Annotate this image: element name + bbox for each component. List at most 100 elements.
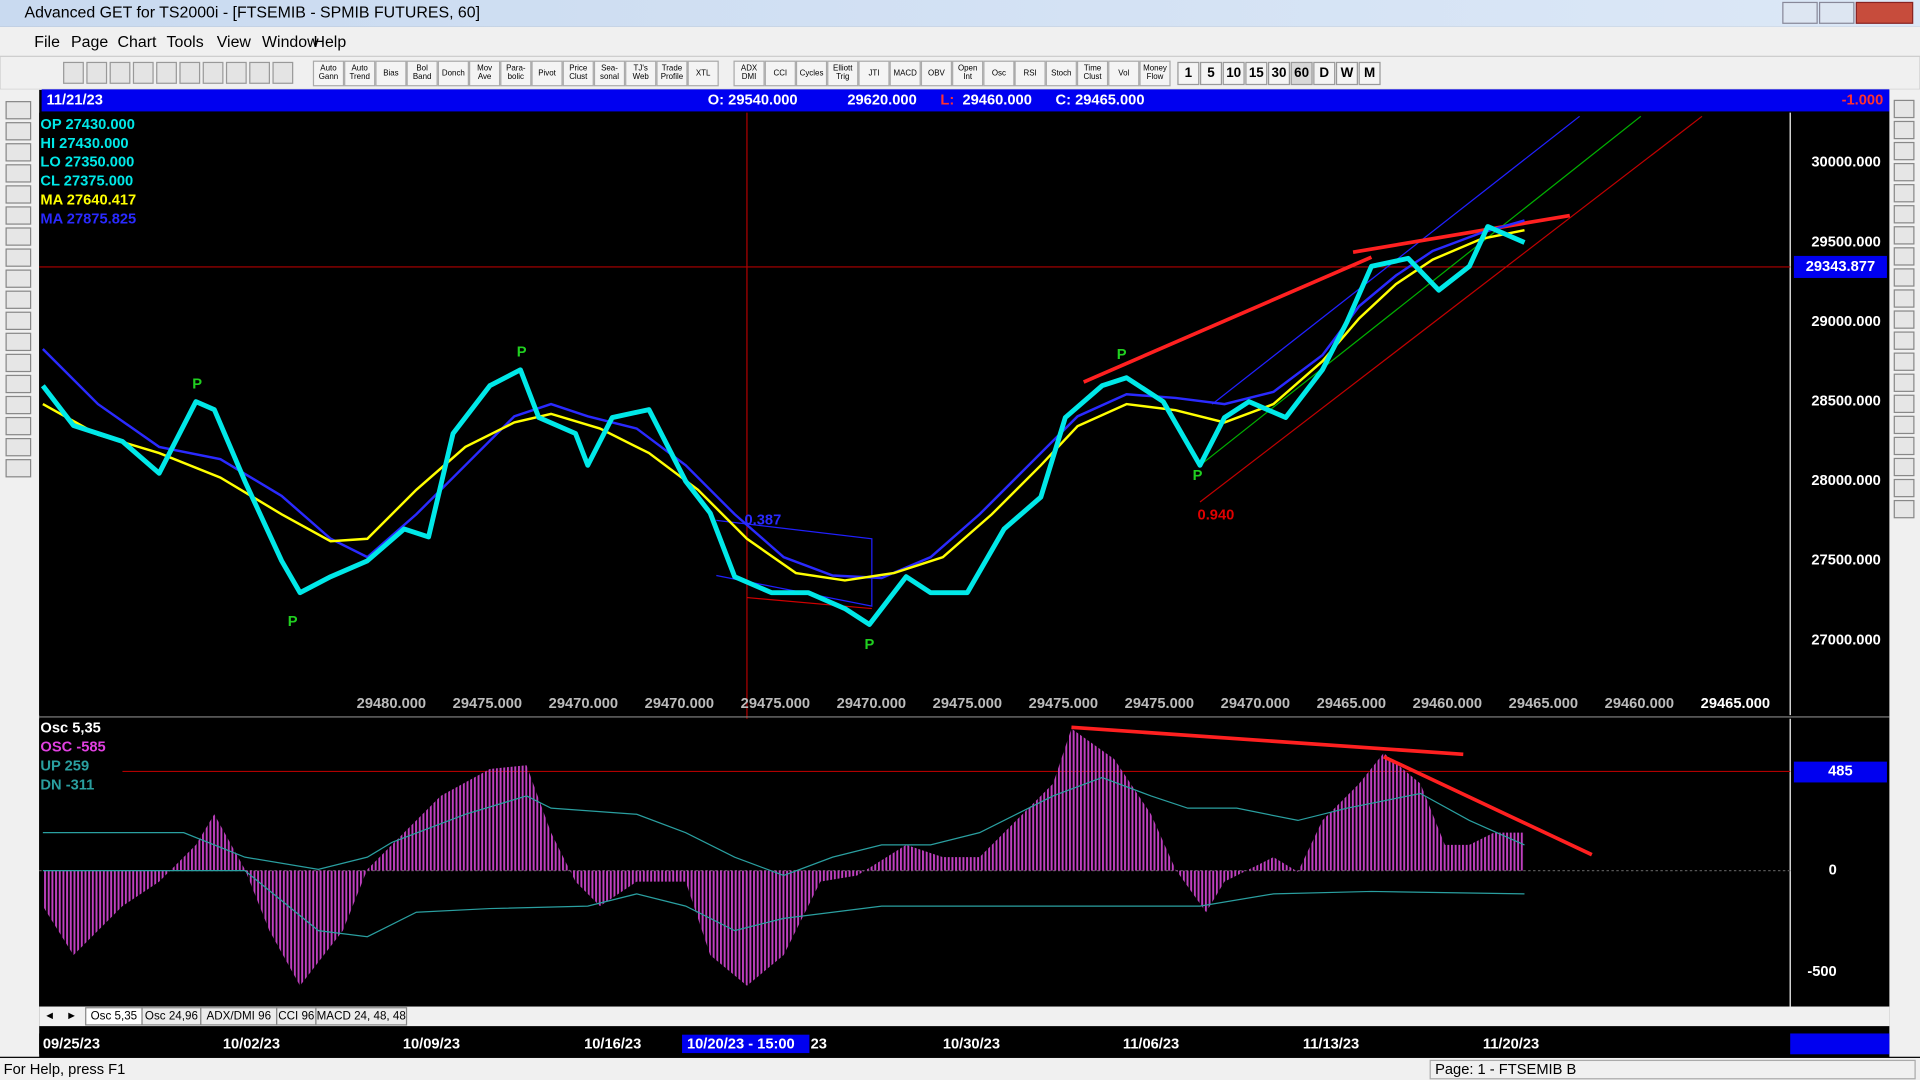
tool-icon[interactable] <box>5 438 32 457</box>
tool-icon[interactable] <box>5 185 32 204</box>
toolbar-button[interactable] <box>656 60 688 87</box>
menu-item[interactable]: Tools <box>167 34 204 51</box>
tool-icon[interactable] <box>5 269 32 288</box>
tool-icon[interactable] <box>1893 478 1915 498</box>
toolbar-button[interactable] <box>795 60 828 87</box>
tool-icon[interactable] <box>1893 373 1915 392</box>
menu-item[interactable]: Chart <box>118 34 157 51</box>
tool-icon[interactable] <box>249 61 270 84</box>
tool-icon[interactable] <box>5 164 32 183</box>
tab-scroll[interactable]: ► <box>66 1010 77 1022</box>
toolbar-button[interactable] <box>889 60 921 87</box>
tool-icon[interactable] <box>1893 415 1915 435</box>
tool-icon[interactable] <box>132 61 154 84</box>
close[interactable] <box>1855 1 1914 24</box>
tool-icon[interactable] <box>5 374 32 394</box>
toolbar-button[interactable] <box>733 60 765 87</box>
tool-icon[interactable] <box>5 227 32 246</box>
toolbar-button[interactable] <box>531 60 563 87</box>
tool-icon[interactable] <box>5 206 32 225</box>
tab-scroll[interactable]: ◄ <box>44 1010 55 1022</box>
toolbar-button[interactable] <box>625 60 657 87</box>
timeframe-button[interactable] <box>1222 61 1245 86</box>
tool-icon[interactable] <box>109 61 131 84</box>
toolbar-button[interactable] <box>1108 60 1140 87</box>
tool-icon[interactable] <box>1893 436 1915 456</box>
toolbar-button[interactable] <box>468 60 501 87</box>
tool-icon[interactable] <box>1893 457 1915 477</box>
timeframe-button[interactable] <box>1358 61 1381 86</box>
toolbar-button[interactable] <box>375 60 407 87</box>
timeframe-button[interactable] <box>1177 61 1200 86</box>
toolbar-button[interactable] <box>1014 60 1046 87</box>
tool-icon[interactable] <box>5 459 32 478</box>
tool-icon[interactable] <box>5 395 32 415</box>
tool-icon[interactable] <box>1893 99 1915 119</box>
tool-icon[interactable] <box>5 122 32 141</box>
tool-icon[interactable] <box>1893 268 1915 287</box>
tool-icon[interactable] <box>272 61 294 84</box>
tool-icon[interactable] <box>1893 141 1915 161</box>
toolbar-button[interactable] <box>764 60 796 87</box>
toolbar-button[interactable] <box>1076 60 1109 87</box>
timeframe-button[interactable] <box>1290 61 1313 86</box>
timeframe-button[interactable] <box>1267 61 1290 86</box>
toolbar-button[interactable] <box>827 60 859 87</box>
timeframe-button[interactable] <box>1335 61 1358 86</box>
toolbar-button[interactable] <box>687 60 719 87</box>
tool-icon[interactable] <box>1893 352 1915 371</box>
price-row-value: 29475.000 <box>933 696 1002 712</box>
toolbar-button[interactable] <box>312 60 345 87</box>
tool-icon[interactable] <box>5 311 32 330</box>
tool-icon[interactable] <box>5 353 32 373</box>
tab[interactable] <box>315 1007 408 1026</box>
tool-icon[interactable] <box>1893 205 1915 224</box>
toolbar-button[interactable] <box>952 60 984 87</box>
tool-icon[interactable] <box>156 61 177 84</box>
tool-icon[interactable] <box>5 290 32 309</box>
tool-icon[interactable] <box>1893 247 1915 266</box>
toolbar-button[interactable] <box>437 60 469 87</box>
menu-item[interactable]: Help <box>313 34 346 51</box>
menu-item[interactable]: File <box>34 34 60 51</box>
tool-icon[interactable] <box>1893 120 1915 140</box>
toolbar-button[interactable] <box>858 60 890 87</box>
toolbar-button[interactable] <box>562 60 594 87</box>
toolbar-label: TJ's <box>634 64 648 73</box>
timeframe-button[interactable] <box>1245 61 1268 86</box>
tool-icon[interactable] <box>63 61 84 84</box>
tool-icon[interactable] <box>1893 184 1915 203</box>
tool-icon[interactable] <box>1893 331 1915 350</box>
tool-icon[interactable] <box>202 61 224 84</box>
toolbar-button[interactable] <box>344 60 376 87</box>
tool-icon[interactable] <box>86 61 108 84</box>
toolbar-button[interactable] <box>500 60 532 87</box>
toolbar-button[interactable] <box>983 60 1015 87</box>
toolbar-button[interactable] <box>406 60 438 87</box>
toolbar-button[interactable] <box>1045 60 1077 87</box>
menu-item[interactable]: Page <box>71 34 108 51</box>
toolbar-button[interactable] <box>920 60 953 87</box>
tool-icon[interactable] <box>179 61 201 84</box>
tool-icon[interactable] <box>5 143 32 162</box>
tool-icon[interactable] <box>5 248 32 267</box>
tool-icon[interactable] <box>1893 162 1915 182</box>
maximize[interactable] <box>1818 1 1855 24</box>
tool-icon[interactable] <box>1893 499 1915 519</box>
minimize[interactable] <box>1782 1 1818 24</box>
tool-icon[interactable] <box>225 61 247 84</box>
tool-icon[interactable] <box>1893 226 1915 245</box>
menu-item[interactable]: View <box>217 34 252 51</box>
menu-item[interactable]: Window <box>262 34 319 51</box>
timeframe-button[interactable] <box>1313 61 1336 86</box>
tool-icon[interactable] <box>5 332 32 352</box>
timeframe-button[interactable] <box>1200 61 1223 86</box>
toolbar-button[interactable] <box>593 60 626 87</box>
tool-icon[interactable] <box>1893 289 1915 308</box>
toolbar-button[interactable] <box>1139 60 1171 87</box>
tool-icon[interactable] <box>5 101 32 120</box>
tool-icon[interactable] <box>1893 394 1915 414</box>
info-date: 11/21/23 <box>47 92 103 108</box>
tool-icon[interactable] <box>1893 310 1915 329</box>
tool-icon[interactable] <box>5 416 32 436</box>
